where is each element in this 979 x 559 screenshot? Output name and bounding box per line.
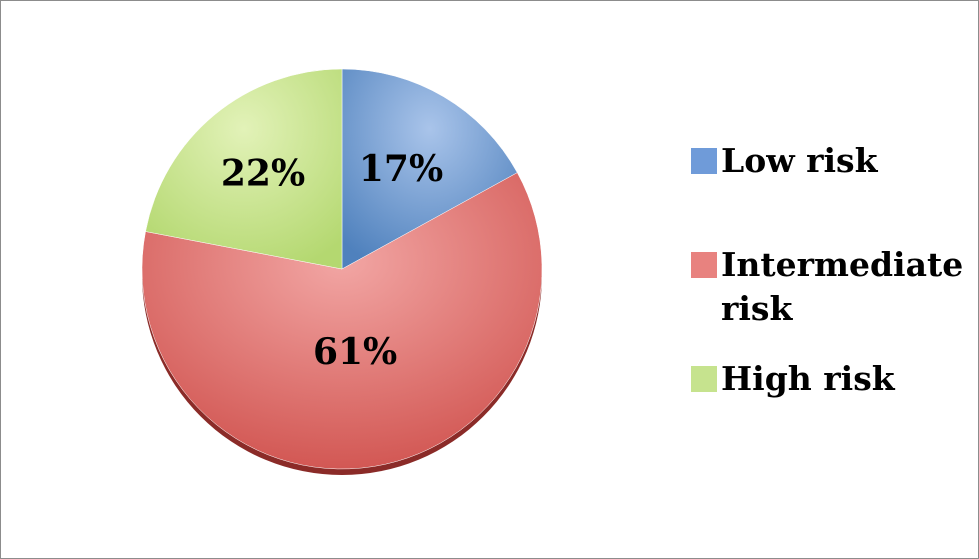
pie-label-intermediate-risk: 61%	[313, 331, 397, 373]
legend-item-intermediate-risk: Intermediate risk	[691, 243, 964, 331]
legend-swatch-intermediate-risk	[691, 252, 717, 278]
pie-slices	[141, 68, 543, 470]
legend-label-low-risk: Low risk	[721, 141, 878, 180]
legend-label-intermediate-risk: Intermediate risk	[721, 245, 964, 328]
pie-slice-labels: 17% 61% 22%	[221, 148, 443, 373]
legend-item-high-risk: High risk	[691, 357, 961, 401]
pie-slice-low-risk	[341, 68, 518, 270]
pie-slice-intermediate-risk	[141, 172, 543, 470]
pie-label-high-risk: 22%	[221, 153, 305, 195]
legend-swatch-high-risk	[691, 366, 717, 392]
pie-slice-high-risk	[145, 68, 343, 270]
legend-label-high-risk: High risk	[721, 359, 895, 398]
pie-label-low-risk: 17%	[359, 148, 443, 190]
legend-item-low-risk: Low risk	[691, 139, 961, 183]
legend-swatch-low-risk	[691, 148, 717, 174]
